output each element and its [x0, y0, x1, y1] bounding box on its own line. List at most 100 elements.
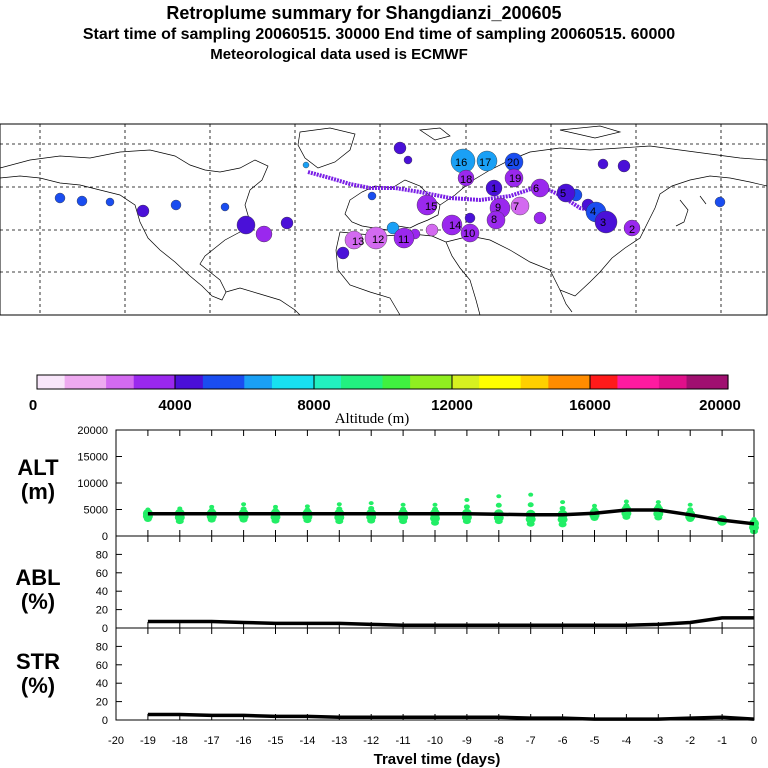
- colorbar-cell: [37, 375, 52, 389]
- world-map: 16 17 20 1 19 18 15 14 13 12 11 10 9 8 7…: [0, 123, 768, 316]
- colorbar-cell: [119, 375, 135, 389]
- cluster-label: 15: [425, 201, 437, 213]
- colorbar-cell: [423, 375, 439, 389]
- str-unit: (%): [21, 673, 55, 698]
- colorbar-cell: [396, 375, 411, 389]
- cluster-label: 9: [495, 202, 501, 214]
- plume-cluster: [416, 194, 438, 216]
- chart-title: Retroplume summary for Shangdianzi_20060…: [166, 3, 562, 23]
- plume-cluster: [457, 169, 475, 187]
- colorbar-cell: [202, 375, 218, 389]
- cluster-label: 5: [560, 188, 566, 200]
- plume-cluster: [504, 168, 524, 188]
- colorbar-cell: [700, 375, 715, 389]
- alt-scatter-point: [464, 497, 470, 502]
- colorbar-cell: [589, 375, 605, 389]
- alt-scatter-point: [462, 518, 471, 525]
- plume-point: [54, 192, 66, 204]
- alt-scatter-point: [622, 513, 631, 520]
- x-tick-label: -20: [108, 735, 124, 747]
- colorbar-cell: [410, 375, 425, 389]
- y-tick-label: 0: [102, 715, 108, 727]
- colorbar-cell: [341, 375, 356, 389]
- y-tick-label: 20000: [77, 425, 108, 437]
- abl-panel: [115, 535, 755, 629]
- alt-scatter-point: [335, 518, 344, 525]
- x-tick-label: -8: [494, 735, 504, 747]
- alt-scatter-point: [336, 506, 343, 512]
- cluster-label: 10: [463, 228, 475, 240]
- alt-scatter-point: [655, 503, 662, 509]
- alt-scatter-point: [368, 501, 374, 506]
- alt-scatter-point: [463, 504, 470, 510]
- colorbar-cell: [271, 375, 287, 389]
- colorbar-cell: [299, 375, 314, 389]
- colorbar-cell: [562, 375, 577, 389]
- alt-scatter-point: [271, 517, 280, 524]
- alt-scatter-point: [303, 517, 312, 524]
- plume-cluster: [510, 196, 530, 216]
- colorbar-cell: [78, 375, 93, 389]
- plume-point: [714, 196, 726, 208]
- colorbar-cell: [617, 375, 632, 389]
- cluster-label: 1: [491, 183, 497, 195]
- y-tick-label: 0: [102, 531, 108, 543]
- colorbar-tick: 0: [29, 397, 37, 414]
- alt-label: ALT: [17, 455, 59, 480]
- y-tick-label: 80: [96, 641, 108, 653]
- colorbar-cell: [50, 375, 66, 389]
- alt-scatter-point: [336, 502, 342, 507]
- alt-scatter-point: [432, 506, 438, 512]
- plume-point: [302, 161, 310, 169]
- y-tick-label: 20: [96, 697, 108, 709]
- x-tick-label: -3: [653, 735, 663, 747]
- cluster-label: 11: [398, 234, 409, 246]
- cluster-label: 3: [600, 217, 606, 229]
- alt-scatter-point: [145, 507, 151, 512]
- x-tick-label: -15: [268, 735, 284, 747]
- x-tick-label: -14: [299, 735, 315, 747]
- cluster-labels: 16 17 20 1 19 18 15 14 13 12 11 10 9 8 7…: [352, 157, 635, 248]
- colorbar-cell: [147, 375, 162, 389]
- plume-point: [255, 225, 273, 243]
- colorbar-cell: [631, 375, 646, 389]
- plume-point: [533, 211, 547, 225]
- alt-scatter-point: [207, 516, 216, 523]
- alt-scatter-point: [209, 504, 215, 509]
- colorbar-tick: 12000: [431, 397, 473, 414]
- sampling-times: Start time of sampling 20060515. 30000 E…: [82, 26, 676, 43]
- cluster-label: 18: [460, 174, 472, 186]
- alt-scatter-point: [687, 502, 693, 507]
- colorbar-cell: [285, 375, 301, 389]
- colorbar-cell: [714, 375, 729, 389]
- colorbar-cell: [575, 375, 591, 389]
- alt-scatter-point: [591, 507, 598, 512]
- plume-point: [220, 202, 230, 212]
- cluster-label: 8: [491, 214, 497, 226]
- plume-point: [236, 215, 256, 235]
- cluster-label: 7: [513, 201, 519, 213]
- colorbar-cell: [244, 375, 259, 389]
- alt-scatter-point: [368, 505, 375, 511]
- colorbar-cell: [451, 375, 467, 389]
- alt-scatter-point: [432, 502, 438, 507]
- plume-cluster: [476, 150, 498, 172]
- alt-scatter-point: [175, 518, 184, 525]
- abl-line: [147, 616, 754, 627]
- alt-scatter-point: [496, 494, 502, 499]
- alt-scatter-point: [526, 520, 535, 527]
- alt-scatter-point: [557, 515, 568, 524]
- y-tick-label: 40: [96, 678, 108, 690]
- colorbar-cell: [672, 375, 688, 389]
- plume-cluster: [344, 230, 364, 250]
- colorbar-cell: [645, 375, 660, 389]
- colorbar-cell: [313, 375, 328, 389]
- cluster-label: 2: [629, 224, 635, 236]
- y-tick-label: 80: [96, 549, 108, 561]
- alt-scatter-point: [208, 507, 215, 513]
- alt-scatter-point: [494, 518, 503, 525]
- y-tick-label: 40: [96, 586, 108, 598]
- alt-scatter-point: [273, 504, 278, 509]
- alt-scatter-point: [495, 502, 502, 508]
